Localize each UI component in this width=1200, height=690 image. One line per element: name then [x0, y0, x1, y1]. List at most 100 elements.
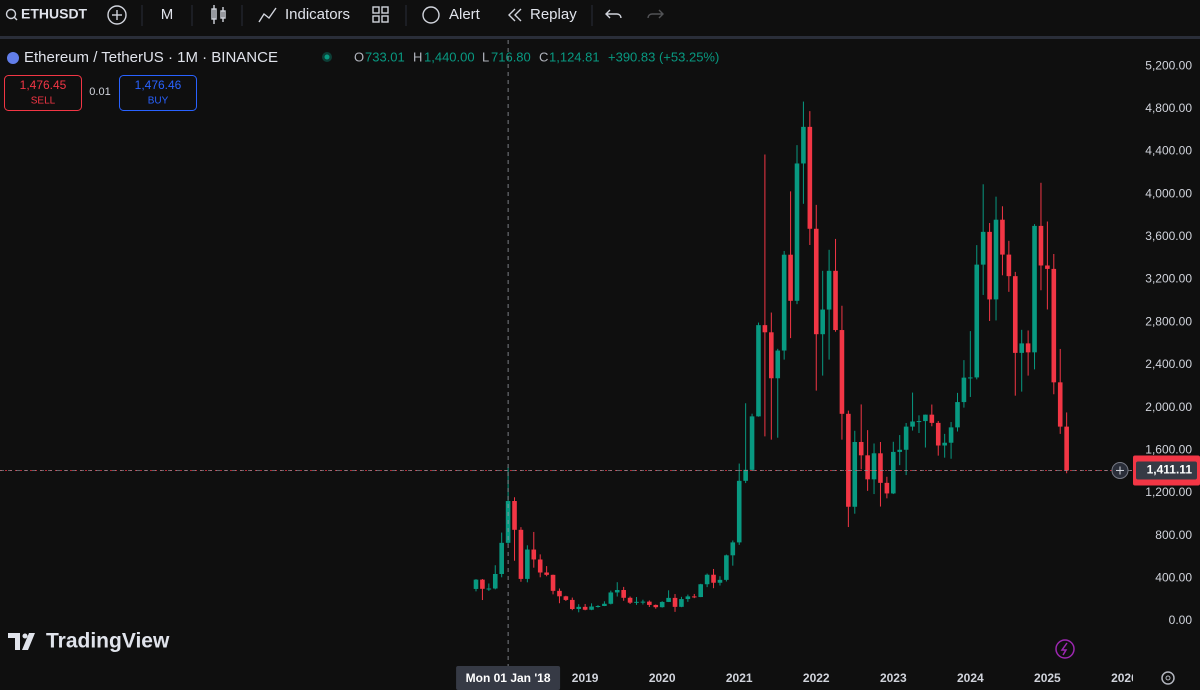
candle-body	[724, 555, 729, 580]
alert-button[interactable]: Alert	[449, 6, 481, 23]
candle-body	[865, 455, 870, 480]
candle-body	[987, 231, 992, 300]
replay-icon	[514, 8, 522, 22]
brand-name: TradingView	[46, 630, 170, 653]
candle-body	[557, 590, 562, 597]
y-tick-label: 2,000.00	[1145, 400, 1192, 414]
interval[interactable]: M	[161, 6, 174, 23]
x-tick-label: 2022	[803, 671, 830, 685]
ohlc-value: 716.80	[491, 49, 531, 64]
brand-logo	[22, 633, 28, 639]
ohlc-value: 1,440.00	[424, 49, 475, 64]
indicators-button[interactable]: Indicators	[285, 6, 350, 23]
events-icon[interactable]	[1055, 639, 1075, 659]
add-symbol[interactable]	[107, 5, 127, 25]
replay-icon[interactable]	[508, 8, 516, 22]
buy-label: BUY	[148, 96, 169, 107]
candle-body	[916, 421, 922, 423]
y-tick-label: 1,600.00	[1145, 442, 1192, 456]
settings-icon[interactable]	[1161, 671, 1175, 685]
candle-body	[852, 441, 858, 507]
candle-body	[858, 441, 864, 456]
sell-price: 1,476.45	[20, 78, 67, 92]
candle-body	[537, 559, 543, 573]
y-tick-label: 4,400.00	[1145, 144, 1192, 158]
ohlc-value: 1,124.81	[549, 49, 600, 64]
chart-type-icon[interactable]	[211, 5, 226, 24]
toolbar: ETHUSDT M Indicators Alert Replay	[5, 5, 664, 26]
candle-body	[1012, 276, 1018, 353]
ohlc-value: 733.01	[365, 49, 405, 64]
candle-body	[480, 579, 485, 589]
y-tick-label: 2,400.00	[1145, 357, 1192, 371]
buy-price: 1,476.46	[135, 78, 182, 92]
candle-body	[948, 427, 954, 443]
candle-body	[647, 601, 652, 605]
layouts-icon[interactable]	[372, 6, 389, 23]
y-tick-label: 3,600.00	[1145, 229, 1192, 243]
candle-body	[910, 421, 915, 427]
buy-button[interactable]	[119, 75, 197, 111]
candle-body	[923, 414, 928, 422]
spread: 0.01	[89, 86, 110, 98]
chart-title: Ethereum / TetherUS · 1M · BINANCE	[24, 49, 278, 66]
candle-body	[891, 451, 896, 494]
candle-body	[1000, 219, 1005, 255]
indicators-icon[interactable]	[258, 7, 277, 23]
y-tick-label: 4,000.00	[1145, 186, 1192, 200]
candle-body	[1057, 382, 1063, 427]
candle-body	[659, 601, 665, 608]
candle-body	[672, 597, 678, 607]
candle-body	[608, 592, 614, 604]
candle-body	[473, 579, 479, 589]
candle-body	[781, 254, 787, 351]
candle-body	[942, 442, 947, 446]
candle-body	[704, 574, 710, 585]
candle-body	[679, 599, 684, 607]
candle-body	[563, 596, 569, 600]
candle-body	[634, 601, 639, 603]
candle-body	[544, 572, 549, 575]
candle-body	[833, 270, 838, 331]
x-tick-label: 2024	[957, 671, 984, 685]
candle-body	[736, 480, 742, 543]
candle-body	[1051, 268, 1057, 383]
x-tick-label: 2026	[1111, 671, 1138, 685]
candle-body	[813, 228, 819, 335]
x-tick-label: 2023	[880, 671, 907, 685]
x-tick-label: 2021	[726, 671, 753, 685]
sell-label: SELL	[31, 96, 56, 107]
candle-body	[492, 573, 498, 589]
alert-icon[interactable]	[422, 6, 440, 24]
redo-button[interactable]	[647, 9, 664, 19]
candle-body	[878, 453, 883, 483]
candle-body	[993, 219, 999, 300]
ohlc-label: L	[482, 49, 489, 64]
candle-body	[576, 606, 582, 609]
candle-body	[1045, 265, 1050, 269]
y-tick-label: 5,200.00	[1145, 58, 1192, 72]
ohlc-label: O	[354, 49, 364, 64]
ohlc-change: +390.83 (+53.25%)	[608, 49, 719, 64]
crosshair-time-label: Mon 01 Jan '18	[466, 671, 551, 685]
candle-body	[1032, 225, 1037, 353]
y-tick-label: 2,800.00	[1145, 314, 1192, 328]
candle-body	[525, 549, 530, 579]
candle-body	[717, 579, 723, 583]
candle-body	[653, 604, 659, 608]
candle-body	[820, 309, 825, 335]
candle-body	[961, 377, 967, 403]
search-icon[interactable]	[5, 8, 17, 20]
y-tick-label: 1,200.00	[1145, 485, 1192, 499]
replay-button[interactable]: Replay	[530, 6, 577, 23]
candle-body	[884, 482, 890, 494]
undo-button[interactable]	[605, 9, 622, 19]
candle-body	[486, 588, 492, 590]
candle-body	[871, 453, 877, 480]
sell-button[interactable]	[4, 75, 82, 111]
candle-body	[935, 422, 941, 446]
candle-body	[807, 126, 813, 229]
crosshair-time-box	[456, 666, 561, 690]
symbol[interactable]: ETHUSDT	[21, 6, 88, 22]
